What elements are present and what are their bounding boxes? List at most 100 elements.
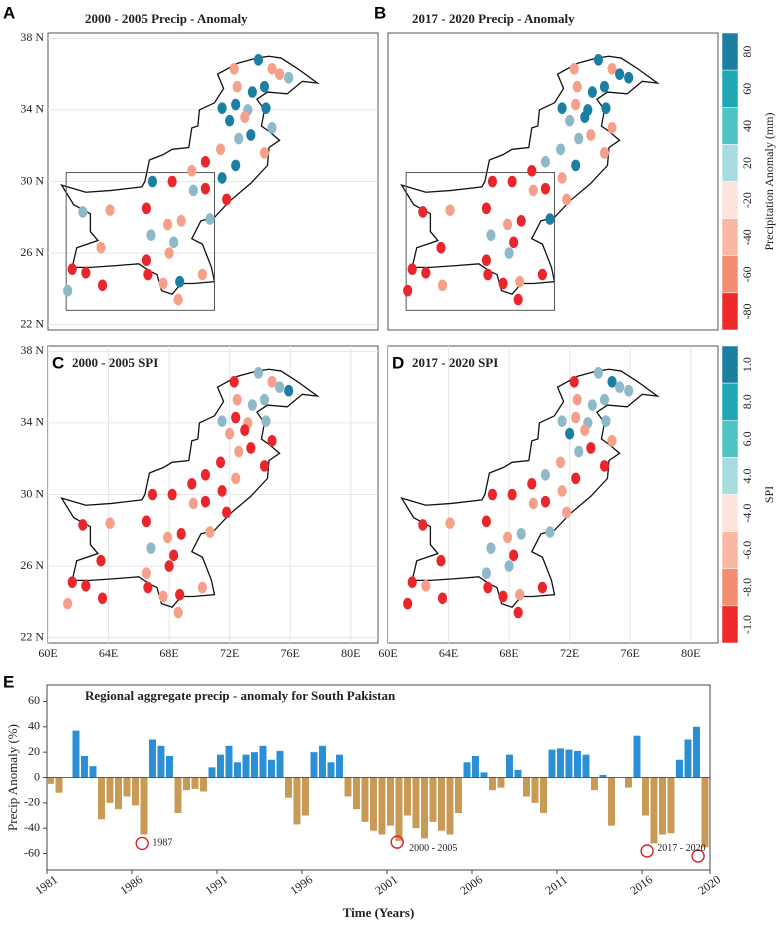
station-point [275, 381, 285, 393]
bar [174, 777, 182, 813]
x-tick-label: 1996 [287, 872, 315, 897]
station-point [200, 469, 211, 481]
station-point [143, 581, 153, 594]
highlight-circle [135, 836, 149, 851]
colorbar-tick-label: 40 [740, 120, 754, 132]
station-point [587, 86, 597, 98]
bar [259, 745, 267, 778]
station-point [197, 268, 208, 281]
station-point [176, 528, 186, 540]
bar [319, 745, 326, 778]
bar [47, 777, 54, 784]
bar [531, 777, 539, 803]
x-tick-label: 60E [378, 646, 397, 660]
station-point [197, 581, 208, 594]
bar [242, 754, 250, 778]
station-point [481, 515, 491, 528]
colorbar-bin [721, 32, 739, 71]
bar [378, 777, 386, 835]
station-point [225, 114, 235, 127]
bar [361, 777, 369, 822]
x-tick-label: 60E [38, 646, 57, 660]
bar [565, 749, 573, 778]
station-point [599, 393, 610, 406]
bar [404, 777, 411, 816]
station-point [222, 506, 232, 519]
panel-letter: D [392, 353, 404, 372]
station-point [232, 80, 242, 93]
bar [217, 754, 224, 778]
station-point [607, 62, 617, 75]
y-tick-label: 30 N [20, 486, 44, 500]
station-point [81, 266, 91, 279]
bar [548, 749, 556, 778]
bar [268, 759, 275, 778]
station-point [169, 549, 179, 562]
bar [676, 759, 683, 778]
bar [421, 777, 428, 839]
bar [650, 777, 658, 844]
station-point [574, 445, 584, 458]
station-point [513, 606, 523, 619]
station-point [504, 247, 514, 259]
x-tick-label: 72E [220, 646, 239, 660]
bar [140, 777, 148, 835]
station-point [217, 102, 227, 114]
bar [625, 777, 632, 788]
bar [684, 739, 692, 778]
station-point [217, 172, 227, 184]
station-point [200, 182, 211, 195]
station-point [231, 98, 241, 111]
station-point [445, 517, 455, 529]
station-point [624, 384, 634, 397]
station-point [580, 111, 590, 123]
station-point [599, 460, 610, 472]
y-tick-label: 22 N [20, 316, 44, 330]
bar [446, 777, 454, 835]
colorbar-tick-label: -4.0 [740, 504, 754, 523]
bar [693, 726, 700, 778]
station-point [418, 519, 428, 531]
station-point [557, 102, 567, 114]
colorbar-bin [721, 107, 739, 145]
bar [302, 777, 309, 816]
colorbar-label: SPI [762, 486, 776, 503]
station-point [217, 485, 227, 497]
station-point [502, 531, 513, 544]
station-point [188, 497, 198, 510]
station-point [607, 435, 617, 447]
bar [327, 762, 335, 778]
station-point [571, 159, 581, 172]
station-point [486, 542, 496, 554]
x-tick-label: 2020 [695, 872, 723, 897]
station-point [527, 164, 537, 177]
station-point [607, 122, 617, 134]
station-point [259, 147, 270, 159]
map-area [48, 346, 378, 643]
colorbar-tick-label: -20 [740, 192, 754, 208]
colorbar-bin [721, 568, 739, 607]
station-point [601, 415, 611, 427]
station-point [562, 193, 572, 206]
station-point [528, 184, 538, 197]
colorbar-tick-label: 8.0 [740, 394, 754, 409]
station-point [175, 588, 185, 601]
station-point [516, 215, 526, 227]
bar [574, 750, 581, 778]
station-point [232, 393, 242, 406]
station-point [486, 229, 496, 241]
colorbar-tick-label: -40 [740, 229, 754, 245]
colorbar-bin [721, 181, 739, 219]
colorbar-tick-label: -60 [740, 266, 754, 282]
colorbar-tick-label: 60 [740, 83, 754, 95]
region-box [65, 172, 216, 311]
x-tick-label: 68E [499, 646, 518, 660]
panel-title: 2017 - 2020 SPI [412, 355, 498, 370]
y-tick-label: 34 N [20, 102, 44, 116]
station-point [587, 399, 597, 411]
x-tick-label: 2006 [457, 872, 485, 897]
x-tick-label: 68E [159, 646, 178, 660]
station-point [421, 579, 431, 592]
highlight-circle [640, 844, 654, 858]
bar [370, 777, 377, 831]
